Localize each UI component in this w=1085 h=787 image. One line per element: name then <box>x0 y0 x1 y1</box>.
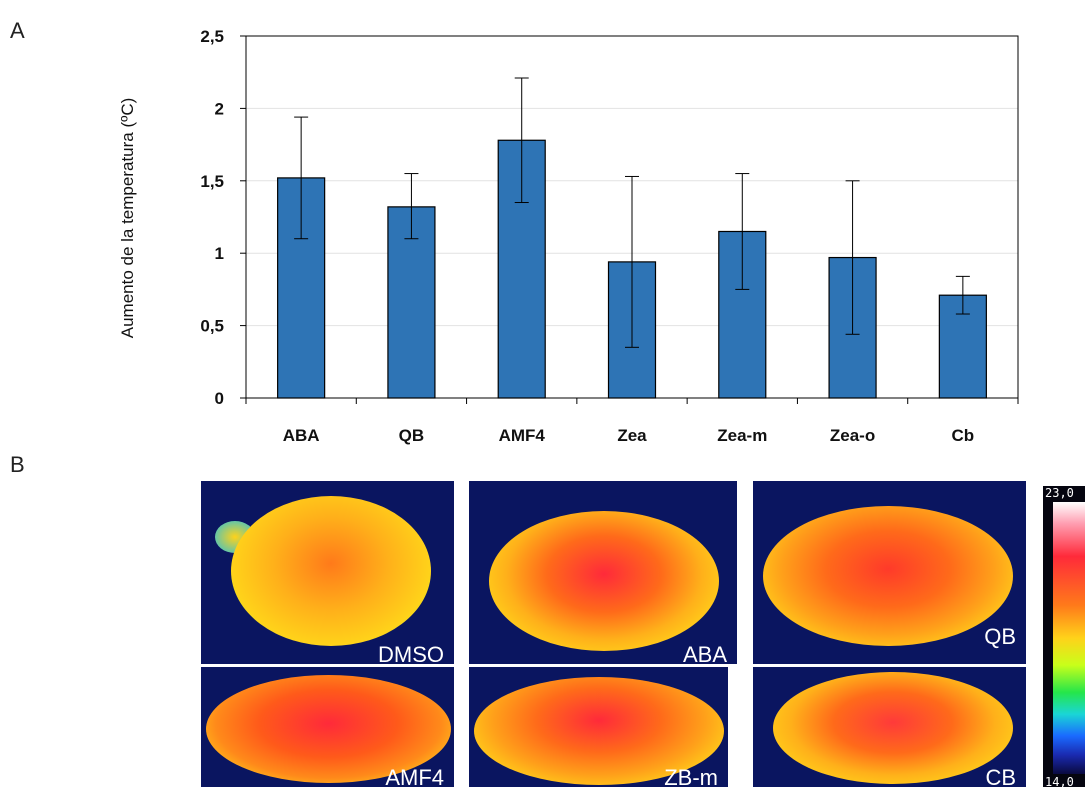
thermal-image-qb: QB <box>753 481 1026 664</box>
colorbar-max-label: 23,0 <box>1045 486 1074 500</box>
x-tick-label: Zea-m <box>717 426 767 445</box>
temperature-colorbar: 23,0 14,0 <box>1043 486 1085 787</box>
y-tick-label: 0 <box>215 389 224 408</box>
y-tick-label: 2,5 <box>200 27 224 46</box>
thermal-caption: AMF4 <box>385 765 444 787</box>
y-tick-labels: 0 0,5 1 1,5 2 2,5 <box>200 27 224 408</box>
panel-b-label: B <box>10 452 25 477</box>
x-tick-label: AMF4 <box>499 426 546 445</box>
colorbar-gradient <box>1053 502 1085 774</box>
thermal-caption: ZB-m <box>664 765 718 787</box>
y-tick-label: 1,5 <box>200 172 224 191</box>
error-bars <box>294 77 970 348</box>
bar-chart: 0 0,5 1 1,5 2 2,5 ABA QB AMF4 Zea Zea-m Zea-o Cb Au… <box>118 27 1019 445</box>
axes <box>240 35 1019 404</box>
thermal-image-zb-m: ZB-m <box>469 667 728 787</box>
x-tick-label: QB <box>399 426 425 445</box>
thermal-image-aba: ABA <box>469 481 737 664</box>
plot-border <box>245 35 1019 399</box>
y-axis-label: Aumento de la temperatura (ºC) <box>118 98 137 339</box>
colorbar-min-label: 14,0 <box>1045 775 1074 787</box>
thermal-caption: ABA <box>682 642 727 664</box>
thermal-caption: QB <box>984 624 1016 649</box>
y-tick-label: 1 <box>215 244 224 263</box>
x-tick-labels: ABA QB AMF4 Zea Zea-m Zea-o Cb <box>283 426 974 445</box>
x-tick-label: Zea <box>617 426 647 445</box>
thermal-image-cb: CB <box>753 667 1026 787</box>
thermal-image-dmso: DMSO <box>201 481 454 664</box>
thermal-caption: CB <box>985 765 1016 787</box>
x-tick-label: Zea-o <box>830 426 875 445</box>
thermal-image-amf4: AMF4 <box>201 667 454 787</box>
x-tick-label: Cb <box>952 426 975 445</box>
y-tick-label: 0,5 <box>200 317 224 336</box>
panel-a-label: A <box>10 18 25 43</box>
thermal-caption: DMSO <box>378 642 444 664</box>
x-tick-label: ABA <box>283 426 320 445</box>
y-tick-label: 2 <box>215 99 224 118</box>
